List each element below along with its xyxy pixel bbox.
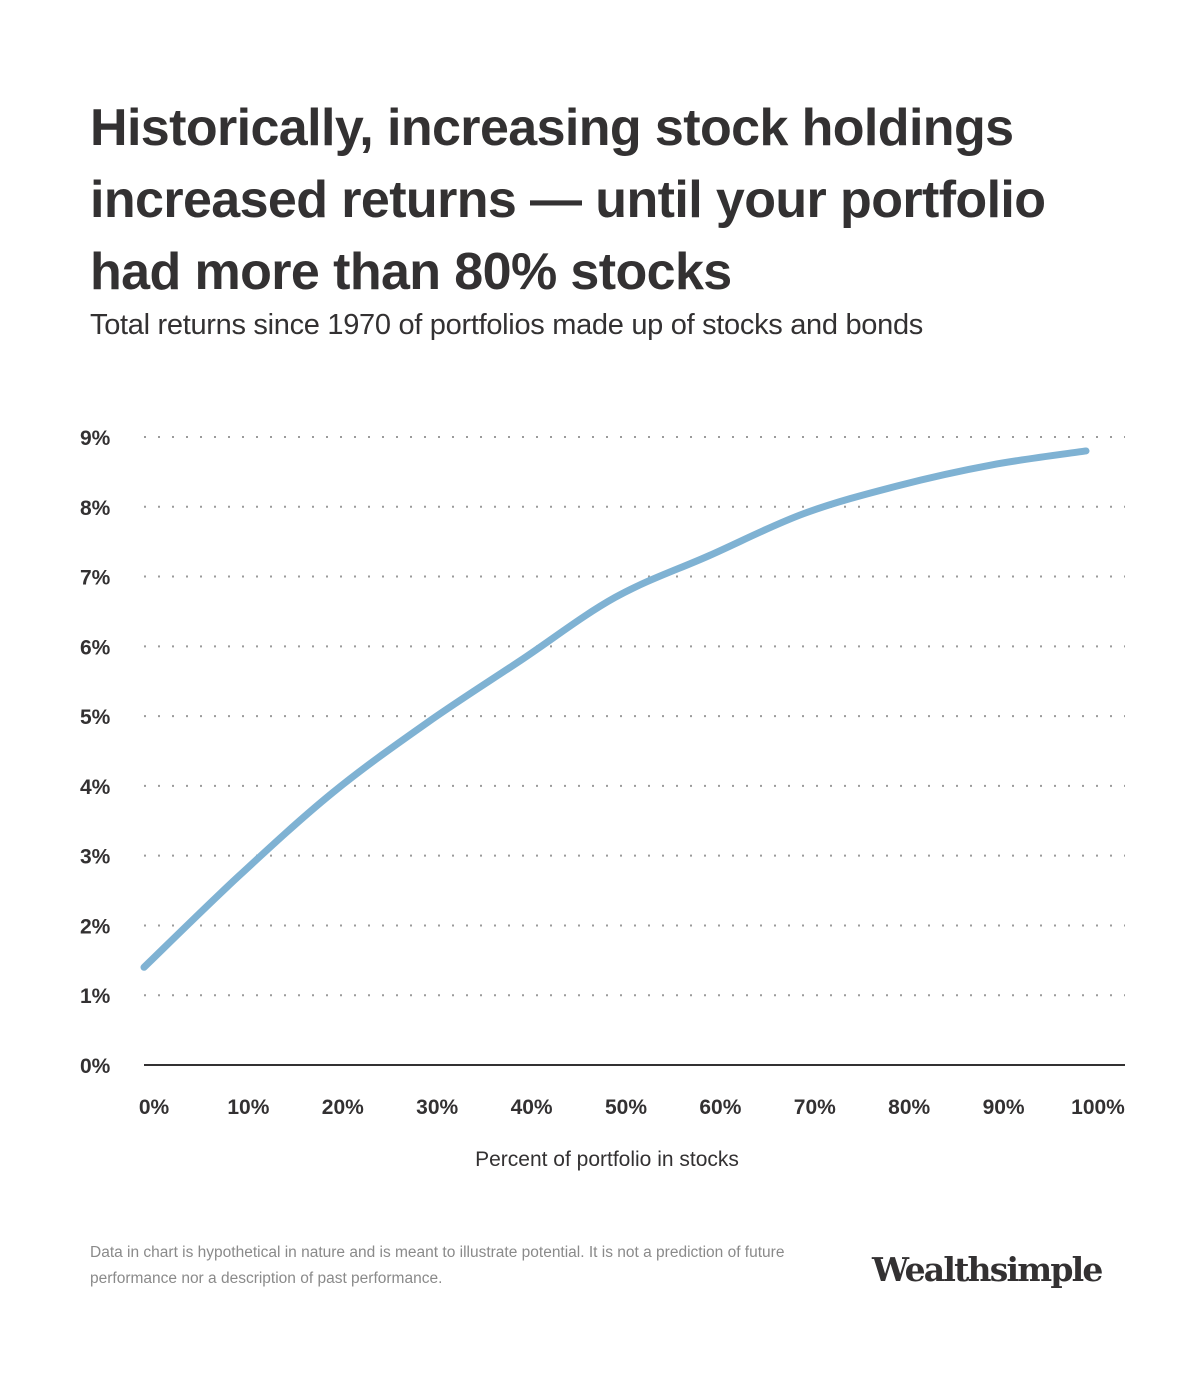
x-tick-label: 90%	[983, 1096, 1025, 1119]
x-tick-label: 0%	[139, 1096, 170, 1119]
y-tick-label: 2%	[80, 915, 111, 938]
series-line-total-return	[140, 447, 1090, 971]
y-tick-label: 0%	[80, 1055, 111, 1078]
y-tick-label: 4%	[80, 776, 111, 799]
x-tick-label: 30%	[416, 1096, 458, 1119]
x-tick-label: 70%	[794, 1096, 836, 1119]
x-tick-label: 40%	[511, 1096, 553, 1119]
x-tick-label: 100%	[1071, 1096, 1125, 1119]
chart-subtitle: Total returns since 1970 of portfolios m…	[90, 309, 923, 341]
x-tick-label: 20%	[322, 1096, 364, 1119]
x-tick-label: 50%	[605, 1096, 647, 1119]
x-axis-ticks: 0% 10% 20% 30% 40% 50% 60% 70% 80% 90% 100%	[139, 1096, 1125, 1119]
x-tick-label: 10%	[227, 1096, 269, 1119]
chart-title: Historically, increasing stock holdings …	[90, 99, 1046, 301]
y-axis-ticks: 0% 1% 2% 3% 4% 5% 6% 7% 8% 9%	[80, 427, 111, 1078]
y-tick-label: 1%	[80, 985, 111, 1008]
x-tick-label: 60%	[699, 1096, 741, 1119]
y-tick-label: 5%	[80, 706, 111, 729]
y-tick-label: 6%	[80, 636, 111, 659]
disclaimer: Data in chart is hypothetical in nature …	[90, 1244, 785, 1287]
y-tick-label: 7%	[80, 567, 111, 590]
x-axis-title: Percent of portfolio in stocks	[475, 1148, 739, 1171]
x-tick-label: 80%	[888, 1096, 930, 1119]
y-tick-label: 3%	[80, 846, 111, 869]
y-tick-label: 9%	[80, 427, 111, 450]
y-tick-label: 8%	[80, 497, 111, 520]
gridlines	[144, 436, 1125, 997]
wealthsimple-logo: Wealthsimple	[872, 1250, 1103, 1289]
series-group	[140, 447, 1090, 971]
line-chart: 0% 1% 2% 3% 4% 5% 6% 7% 8% 9% 0% 10% 20% 30% 40% 50% 60…	[80, 427, 1125, 1171]
